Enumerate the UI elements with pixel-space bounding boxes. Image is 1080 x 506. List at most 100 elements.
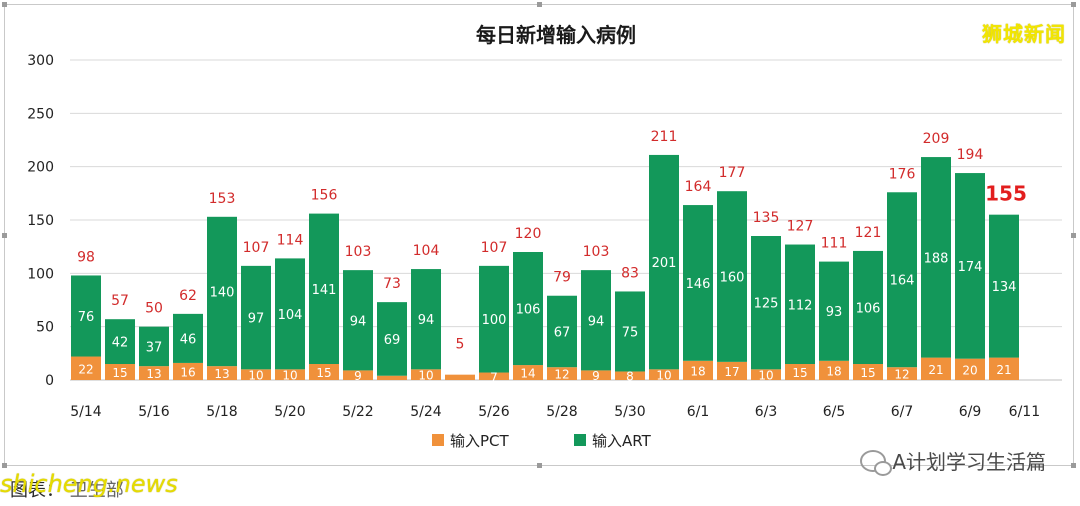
- bar-segment-pct: [989, 357, 1019, 380]
- bar-segment-art: [581, 270, 611, 371]
- data-label-total: 120: [515, 226, 542, 242]
- bar-segment-pct: [513, 365, 543, 380]
- bar-segment-art: [411, 269, 441, 370]
- bar-segment-pct: [139, 366, 169, 380]
- data-label-art: 160: [720, 271, 745, 286]
- bar-segment-pct: [343, 370, 373, 380]
- source-name: 卫生部: [69, 480, 124, 501]
- y-tick-label: 150: [27, 213, 54, 229]
- data-label-total: 103: [345, 244, 372, 260]
- stacked-bar-chart: 每日新增输入病例05010015020025030076229842155737…: [27, 23, 1062, 450]
- data-label-pct: 8: [626, 370, 634, 384]
- y-tick-label: 300: [27, 53, 54, 69]
- resize-handle-bottom[interactable]: [537, 463, 542, 468]
- data-label-pct: 12: [554, 368, 569, 382]
- data-label-art: 201: [652, 256, 677, 271]
- resize-handle-bottom-left[interactable]: [2, 463, 7, 468]
- wechat-watermark: A计划学习生活篇: [860, 446, 1046, 476]
- brand-watermark: 狮城新闻: [982, 22, 1066, 46]
- data-label-total: 98: [77, 249, 95, 265]
- y-tick-label: 0: [45, 373, 54, 389]
- x-tick-label: 5/14: [70, 404, 102, 420]
- bar-segment-art: [785, 244, 815, 364]
- data-label-art: 100: [482, 313, 507, 328]
- bar-segment-art: [513, 252, 543, 366]
- x-tick-label: 5/16: [138, 404, 170, 420]
- bar-segment-art: [275, 258, 305, 370]
- data-label-pct: 9: [592, 369, 600, 383]
- bar-segment-pct: [275, 369, 305, 380]
- data-label-art: 46: [180, 332, 197, 347]
- bar-segment-art: [717, 191, 747, 362]
- data-label-pct: 12: [894, 368, 909, 382]
- data-label-pct: 13: [146, 367, 161, 381]
- data-label-total: 79: [553, 270, 571, 286]
- x-tick-label: 5/18: [206, 404, 237, 420]
- bar-segment-pct: [547, 367, 577, 380]
- bar-segment-art: [683, 205, 713, 361]
- data-label-total: 62: [179, 288, 197, 304]
- data-label-art: 75: [622, 325, 639, 340]
- data-label-total: 121: [855, 225, 882, 241]
- data-label-art: 76: [78, 310, 95, 325]
- data-label-pct: 10: [656, 369, 671, 383]
- bar-segment-art: [343, 270, 373, 371]
- data-label-pct: 10: [282, 369, 297, 383]
- bar-segment-art: [751, 236, 781, 370]
- data-label-total: 83: [621, 265, 639, 281]
- x-tick-label: 6/7: [891, 404, 914, 420]
- data-label-pct: 9: [354, 369, 362, 383]
- data-label-pct: 20: [962, 363, 977, 377]
- data-label-pct: 17: [724, 365, 739, 379]
- data-label-art: 97: [248, 312, 265, 327]
- data-label-pct: 10: [758, 369, 773, 383]
- resize-handle-right[interactable]: [1071, 233, 1076, 238]
- data-label-art: 94: [418, 313, 435, 328]
- data-label-pct: 16: [180, 365, 195, 379]
- data-label-art: 188: [924, 251, 949, 266]
- data-label-pct: 15: [860, 366, 875, 380]
- data-label-total: 194: [957, 147, 984, 163]
- bar-segment-art: [207, 216, 237, 367]
- bar-segment-pct: [785, 364, 815, 380]
- data-label-total: 103: [583, 244, 610, 260]
- data-label-pct: 10: [418, 369, 433, 383]
- data-label-pct: 13: [214, 367, 229, 381]
- data-label-total: 135: [753, 210, 780, 226]
- data-label-art: 164: [890, 274, 915, 289]
- x-tick-label: 5/24: [410, 404, 442, 420]
- data-label-art: 69: [384, 333, 401, 348]
- wechat-account-name: A计划学习生活篇: [892, 450, 1046, 474]
- resize-handle-top[interactable]: [537, 2, 542, 7]
- x-tick-label: 6/9: [959, 404, 982, 420]
- bar-segment-pct: [309, 364, 339, 380]
- data-label-pct: 7: [490, 370, 498, 384]
- y-tick-label: 200: [27, 160, 54, 176]
- data-label-pct: 18: [690, 364, 705, 378]
- site-watermark: shicheng.news: [0, 470, 178, 498]
- data-label-art: 42: [112, 336, 129, 351]
- data-label-pct: 18: [826, 364, 841, 378]
- data-label-total: 114: [277, 232, 304, 248]
- bar-segment-pct: [207, 366, 237, 380]
- resize-handle-top-left[interactable]: [2, 2, 7, 7]
- x-tick-label: 6/1: [687, 404, 710, 420]
- bar-segment-pct: [717, 361, 747, 380]
- x-tick-label: 6/5: [823, 404, 846, 420]
- bar-segment-art: [887, 192, 917, 368]
- wechat-icon: [860, 449, 893, 476]
- bar-segment-pct: [173, 362, 203, 380]
- resize-handle-bottom-right[interactable]: [1071, 463, 1076, 468]
- data-label-total: 107: [243, 240, 270, 256]
- data-label-art: 125: [754, 297, 779, 312]
- resize-handle-top-right[interactable]: [1071, 2, 1076, 7]
- data-label-total: 177: [719, 165, 746, 181]
- data-label-art: 104: [278, 308, 303, 323]
- y-tick-label: 250: [27, 106, 54, 122]
- bar-segment-pct: [921, 357, 951, 380]
- bar-segment-pct: [105, 364, 135, 380]
- data-label-total: 156: [311, 188, 338, 204]
- bar-segment-art: [71, 275, 101, 357]
- legend-label-pct: 输入PCT: [450, 432, 510, 450]
- resize-handle-left[interactable]: [2, 233, 7, 238]
